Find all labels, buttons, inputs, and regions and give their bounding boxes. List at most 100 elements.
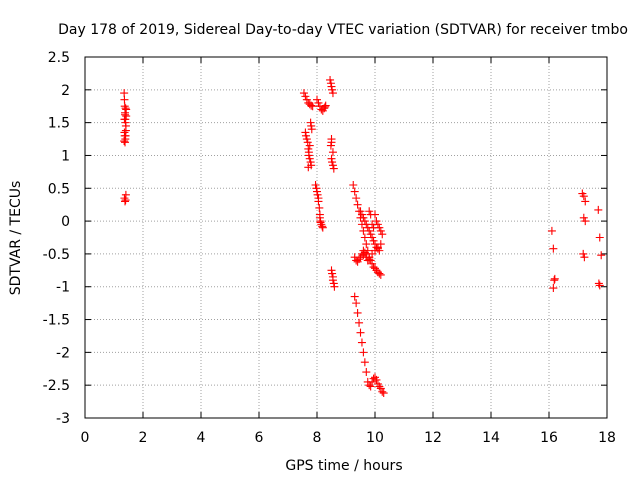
y-tick-label: 1 xyxy=(61,148,70,164)
data-point xyxy=(301,131,310,140)
data-point xyxy=(357,210,366,219)
data-point xyxy=(352,299,361,308)
data-point xyxy=(301,128,310,137)
data-point xyxy=(376,384,385,393)
data-point xyxy=(327,154,336,163)
x-axis-label: GPS time / hours xyxy=(285,458,402,474)
data-point xyxy=(328,85,337,94)
data-point xyxy=(305,154,314,163)
chart-title: Day 178 of 2019, Sidereal Day-to-day VTE… xyxy=(58,22,628,38)
data-point xyxy=(313,187,321,196)
data-point xyxy=(579,192,588,201)
data-point xyxy=(121,104,130,113)
data-point xyxy=(299,89,308,98)
x-tick-label: 6 xyxy=(255,430,264,446)
data-point xyxy=(350,187,359,196)
data-point xyxy=(122,105,131,114)
data-point xyxy=(363,256,372,265)
data-point xyxy=(365,207,374,216)
data-point xyxy=(314,98,323,107)
data-point xyxy=(365,226,374,235)
data-point xyxy=(378,230,387,239)
data-point xyxy=(360,358,369,367)
data-point xyxy=(594,205,603,214)
data-point xyxy=(362,368,371,377)
data-point xyxy=(306,158,315,167)
x-tick-label: 8 xyxy=(313,430,322,446)
data-point xyxy=(315,213,324,222)
data-point xyxy=(304,144,313,153)
data-point xyxy=(314,194,323,203)
data-point xyxy=(307,121,316,130)
data-point xyxy=(373,220,382,229)
data-point xyxy=(307,125,316,134)
data-point xyxy=(301,92,310,101)
data-point xyxy=(355,255,364,264)
y-tick-label: 2.5 xyxy=(48,50,70,66)
data-point xyxy=(121,197,130,206)
data-point xyxy=(305,141,314,150)
data-point xyxy=(121,110,130,119)
data-point xyxy=(302,135,311,144)
data-point xyxy=(595,281,604,290)
data-point xyxy=(371,210,379,219)
data-point xyxy=(375,223,384,232)
y-tick-label: 2 xyxy=(61,83,70,99)
y-tick-label: -2 xyxy=(56,345,70,361)
data-point xyxy=(372,375,381,384)
data-point xyxy=(304,163,313,172)
x-tick-label: 16 xyxy=(540,430,558,446)
data-point xyxy=(579,213,588,222)
data-point xyxy=(321,101,330,110)
y-tick-label: -2.5 xyxy=(43,378,70,394)
data-point xyxy=(375,269,384,278)
data-point xyxy=(549,284,558,293)
data-point xyxy=(360,233,369,242)
data-point xyxy=(120,128,129,137)
y-tick-label: -1.5 xyxy=(43,313,70,329)
grid-lines xyxy=(85,57,607,418)
x-tick-label: 2 xyxy=(139,430,148,446)
data-point xyxy=(579,249,588,258)
x-tick-label: 14 xyxy=(482,430,500,446)
data-points xyxy=(120,75,606,398)
data-point xyxy=(327,82,336,91)
data-point xyxy=(311,180,320,189)
data-point xyxy=(327,135,336,144)
data-point xyxy=(121,190,130,199)
data-point xyxy=(306,118,315,127)
data-point xyxy=(549,244,558,253)
data-point xyxy=(357,338,366,347)
data-point xyxy=(329,279,338,288)
data-point xyxy=(368,259,377,268)
data-point xyxy=(328,148,337,157)
x-tick-labels: 0 2 4 6 8 10 12 14 16 18 xyxy=(81,430,616,446)
y-axis-label: SDTVAR / TECUs xyxy=(8,181,24,296)
data-point xyxy=(372,217,381,226)
data-point xyxy=(550,274,559,283)
x-tick-label: 10 xyxy=(366,430,384,446)
data-point xyxy=(328,89,337,98)
data-point xyxy=(376,270,385,279)
data-point xyxy=(581,197,590,206)
data-point xyxy=(326,141,335,150)
y-tick-labels: -3 -2.5 -2 -1.5 -1 -0.5 0 0.5 1 1.5 2 2.5 xyxy=(43,50,70,427)
data-point xyxy=(359,213,368,222)
data-point xyxy=(353,200,362,209)
x-tick-label: 12 xyxy=(424,430,442,446)
y-tick-label: -0.5 xyxy=(43,247,70,263)
data-point xyxy=(352,194,361,203)
data-point xyxy=(580,253,589,262)
data-point xyxy=(366,230,375,239)
data-point xyxy=(330,282,339,291)
data-point xyxy=(376,226,385,235)
data-point xyxy=(350,292,359,301)
y-tick-label: 0.5 xyxy=(48,181,70,197)
data-point xyxy=(120,194,129,203)
data-point xyxy=(303,138,312,147)
axes xyxy=(84,56,608,419)
data-point xyxy=(356,207,365,216)
data-point xyxy=(359,348,368,357)
